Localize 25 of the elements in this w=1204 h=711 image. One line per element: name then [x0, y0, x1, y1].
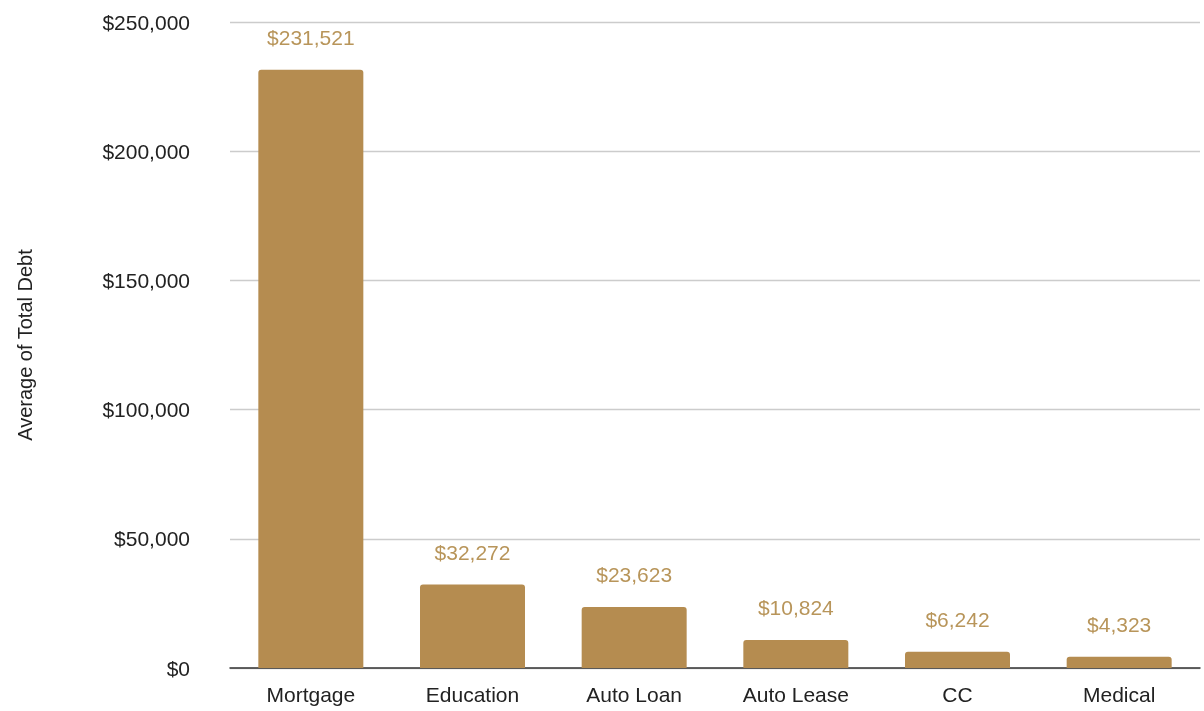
x-tick-label: Education [425, 683, 520, 706]
y-tick-label: $0 [166, 656, 190, 680]
bar [258, 69, 364, 668]
y-tick-label: $250,000 [102, 10, 190, 34]
bar [581, 606, 687, 668]
x-tick-label: Medical [1082, 683, 1156, 706]
x-tick-label: Mortgage [266, 683, 356, 706]
data-label: $231,521 [267, 25, 355, 49]
data-label: $32,272 [434, 540, 511, 564]
x-tick-label: CC [942, 683, 973, 706]
data-label: $4,323 [1087, 612, 1152, 636]
bar [420, 584, 525, 668]
data-label: $23,623 [596, 562, 673, 586]
bar [1066, 656, 1172, 668]
y-tick-label: $150,000 [102, 268, 190, 292]
y-tick-label: $100,000 [102, 398, 190, 422]
bar [905, 651, 1010, 668]
y-axis-title: Average of Total Debt [14, 248, 36, 441]
y-tick-label: $50,000 [114, 527, 190, 551]
data-label: $6,242 [925, 607, 990, 631]
x-tick-label: Auto Loan [586, 683, 683, 706]
data-label: $10,824 [757, 596, 835, 620]
bar [743, 640, 849, 668]
x-tick-label: Auto Lease [742, 683, 849, 706]
y-tick-label: $200,000 [102, 139, 190, 163]
